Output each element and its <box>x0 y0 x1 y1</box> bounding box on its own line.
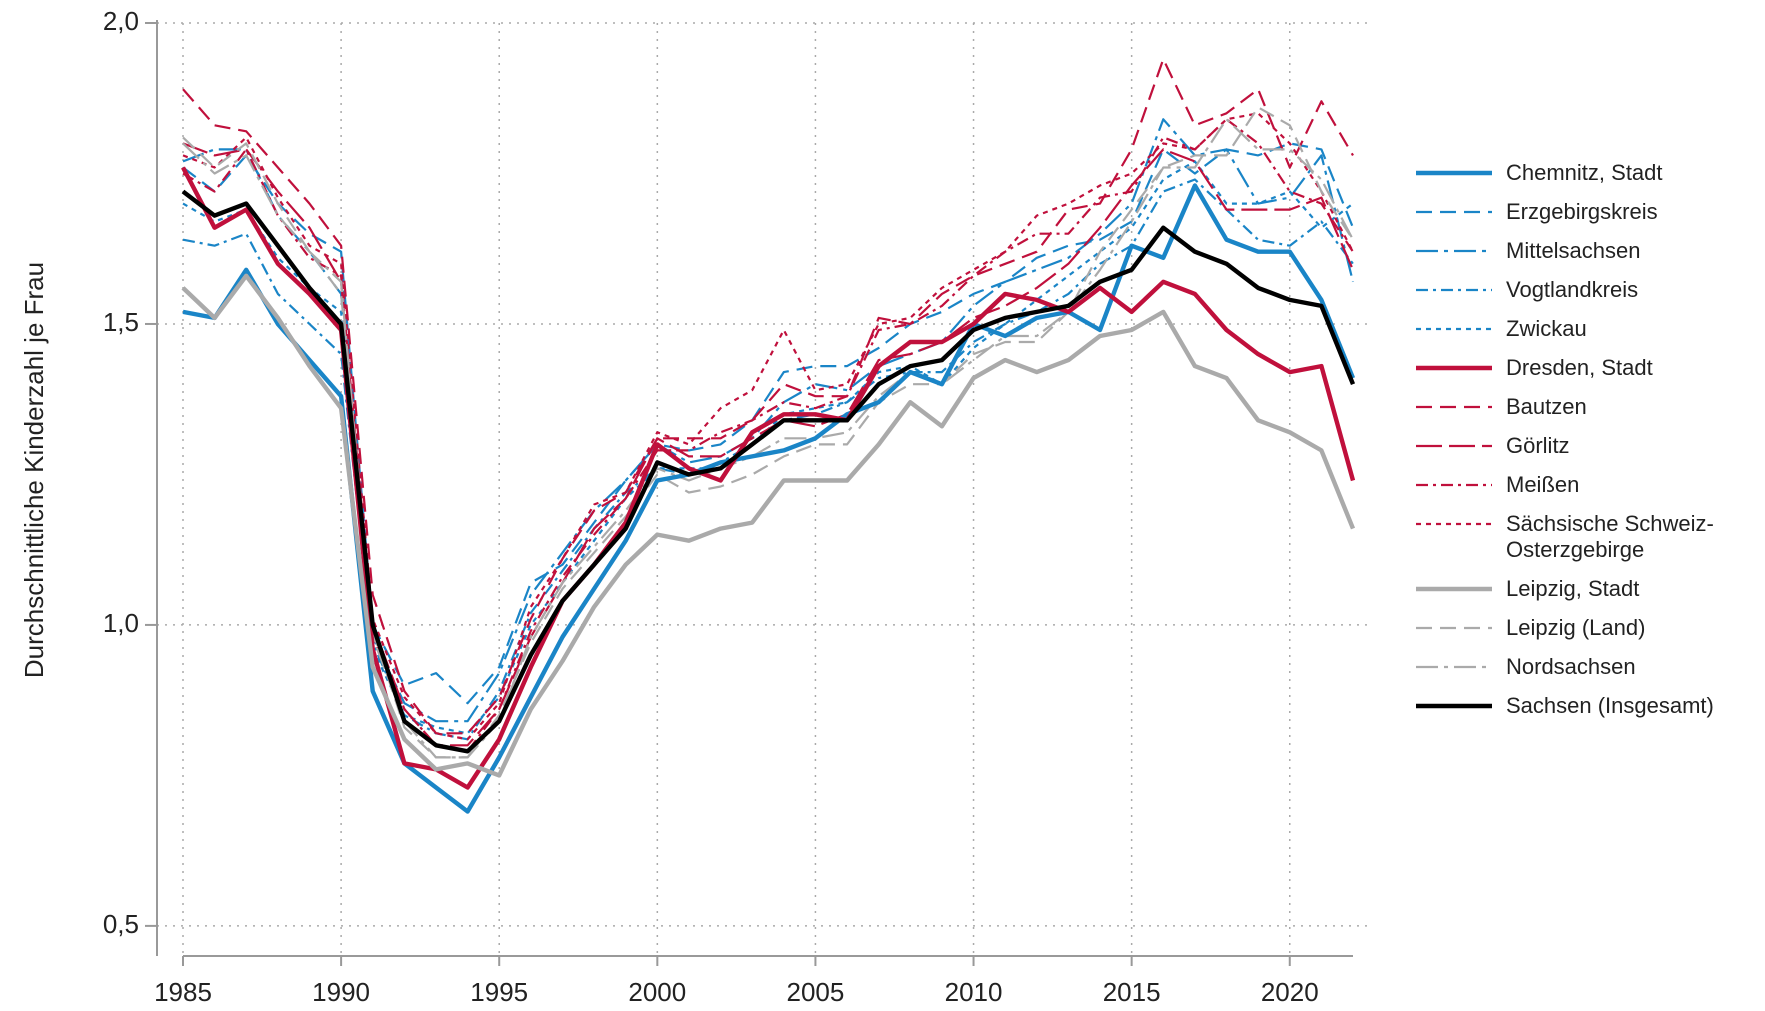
series-line <box>182 118 1354 759</box>
legend-item: Görlitz <box>1414 433 1764 459</box>
series-line <box>181 189 1356 754</box>
series-line <box>182 178 1354 741</box>
legend-label: Mittelsachsen <box>1506 238 1641 263</box>
legend-swatch <box>1416 665 1492 669</box>
legend-label: Bautzen <box>1506 394 1587 419</box>
x-tick-label: 2010 <box>945 977 1003 1007</box>
legend-label: Zwickau <box>1506 316 1587 341</box>
legend-swatch <box>1416 210 1492 214</box>
legend-label: Meißen <box>1506 472 1580 497</box>
legend-item: Erzgebirgskreis <box>1414 199 1764 225</box>
legend-swatch <box>1416 483 1492 487</box>
legend-swatch <box>1416 626 1492 630</box>
series-line <box>182 112 1354 741</box>
legend-swatch <box>1416 586 1492 592</box>
legend-item: Mittelsachsen <box>1414 238 1764 264</box>
legend-label: Vogtlandkreis <box>1506 277 1639 302</box>
legend-item: Vogtlandkreis <box>1414 277 1764 303</box>
legend-item: Meißen <box>1414 472 1764 498</box>
legend-label: Dresden, Stadt <box>1506 355 1653 380</box>
legend-item: Sachsen (Insgesamt) <box>1414 693 1764 719</box>
legend-swatch <box>1416 703 1492 709</box>
legend: Chemnitz, Stadt Erzgebirgskreis Mittelsach… <box>1414 160 1764 719</box>
y-tick-label: 2,0 <box>103 6 139 36</box>
y-tick-label: 1,0 <box>103 608 139 638</box>
y-tick-label: 1,5 <box>103 307 139 337</box>
legend-label: Sächsische Schweiz-Osterzgebirge <box>1506 511 1714 562</box>
legend-swatch <box>1416 170 1492 176</box>
legend-item: Zwickau <box>1414 316 1764 342</box>
legend-label: Leipzig (Land) <box>1506 615 1646 640</box>
legend-item: Leipzig, Stadt <box>1414 576 1764 602</box>
legend-swatch <box>1416 249 1492 253</box>
legend-swatch <box>1416 365 1492 371</box>
x-tick-label: 1990 <box>312 977 370 1007</box>
legend-item: Dresden, Stadt <box>1414 355 1764 381</box>
legend-label: Erzgebirgskreis <box>1506 199 1658 224</box>
legend-item: Nordsachsen <box>1414 654 1764 680</box>
legend-label: Leipzig, Stadt <box>1506 576 1640 601</box>
x-tick-label: 1985 <box>154 977 212 1007</box>
legend-swatch <box>1416 288 1492 292</box>
series-line <box>181 166 1356 790</box>
legend-item: Bautzen <box>1414 394 1764 420</box>
legend-label: Sachsen (Insgesamt) <box>1506 693 1714 718</box>
legend-swatch <box>1416 327 1492 331</box>
x-tick-label: 2000 <box>628 977 686 1007</box>
legend-label: Görlitz <box>1506 433 1570 458</box>
legend-label: Chemnitz, Stadt <box>1506 160 1663 185</box>
x-tick-label: 2020 <box>1261 977 1319 1007</box>
series-line <box>182 183 1356 814</box>
series-line <box>182 58 1354 735</box>
legend-item: Chemnitz, Stadt <box>1414 160 1764 186</box>
y-axis-title: Durchschnittliche Kinderzahl je Frau <box>19 262 49 678</box>
legend-swatch <box>1416 444 1492 448</box>
x-tick-label: 2015 <box>1103 977 1161 1007</box>
legend-swatch <box>1416 405 1492 409</box>
y-tick-label: 0,5 <box>103 909 139 939</box>
x-tick-label: 2005 <box>787 977 845 1007</box>
legend-item: Leipzig (Land) <box>1414 615 1764 641</box>
series-line <box>182 142 1355 747</box>
legend-swatch <box>1416 522 1492 526</box>
legend-label: Nordsachsen <box>1506 654 1636 679</box>
legend-item: Sächsische Schweiz-Osterzgebirge <box>1414 511 1764 563</box>
series-line <box>181 273 1356 778</box>
x-tick-label: 1995 <box>470 977 528 1007</box>
series-line <box>182 118 1355 723</box>
